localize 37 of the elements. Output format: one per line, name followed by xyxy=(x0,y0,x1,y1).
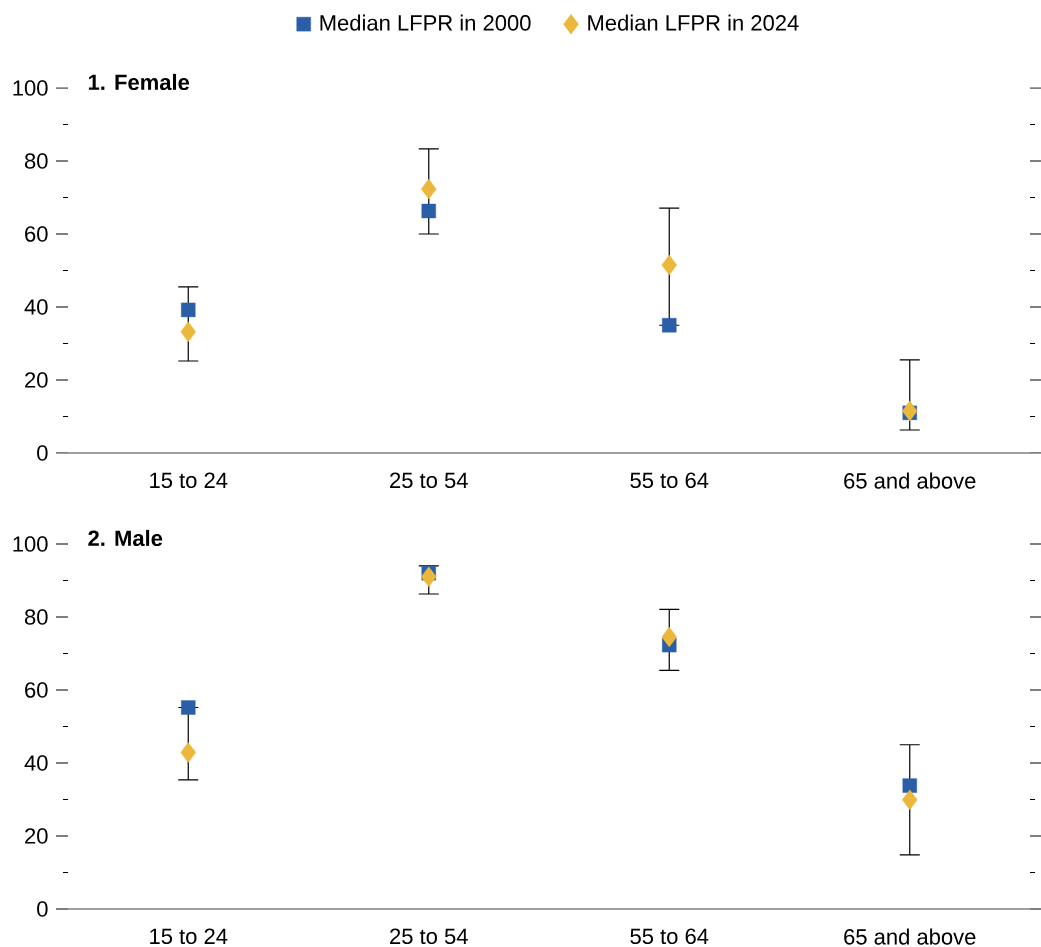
y-tick-label: 80 xyxy=(24,153,48,169)
y-tick-label: 20 xyxy=(25,372,48,388)
x-tick-label: 15 to 24 xyxy=(150,472,228,489)
y-tick-label: 100 xyxy=(13,536,48,552)
y-tick-label: 80 xyxy=(24,609,48,625)
y-tick-label: 40 xyxy=(24,299,48,315)
point xyxy=(661,626,677,648)
point xyxy=(421,178,437,200)
point xyxy=(181,302,196,318)
x-tick-label: 65 and above xyxy=(844,472,976,489)
y-tick-label: 100 xyxy=(13,80,48,96)
chart-title: 1. Female xyxy=(88,73,190,91)
x-tick-label: 55 to 64 xyxy=(630,928,709,945)
point xyxy=(421,566,437,588)
legend-label: Median LFPR in 2000 xyxy=(320,14,531,31)
point xyxy=(902,778,917,793)
legend-label: Median LFPR in 2024 xyxy=(588,14,799,31)
x-tick-label: 65 and above xyxy=(844,928,976,945)
x-tick-label: 25 to 54 xyxy=(390,928,468,945)
point xyxy=(180,742,196,763)
point xyxy=(661,254,677,276)
y-tick-label: 20 xyxy=(25,828,48,844)
point xyxy=(902,789,918,811)
x-tick-label: 15 to 24 xyxy=(150,928,228,945)
y-tick-label: 60 xyxy=(25,682,48,698)
point xyxy=(421,203,436,219)
y-tick-label: 60 xyxy=(25,226,48,242)
point xyxy=(180,321,196,343)
x-tick-label: 55 to 64 xyxy=(630,472,709,489)
x-tick-label: 25 to 54 xyxy=(390,472,468,489)
point xyxy=(181,700,196,715)
point xyxy=(902,400,918,422)
y-tick-label: 0 xyxy=(37,445,48,461)
y-tick-label: 40 xyxy=(24,755,48,771)
chart-title: 2. Male xyxy=(88,529,163,547)
y-tick-label: 0 xyxy=(37,901,48,917)
point xyxy=(662,318,677,333)
